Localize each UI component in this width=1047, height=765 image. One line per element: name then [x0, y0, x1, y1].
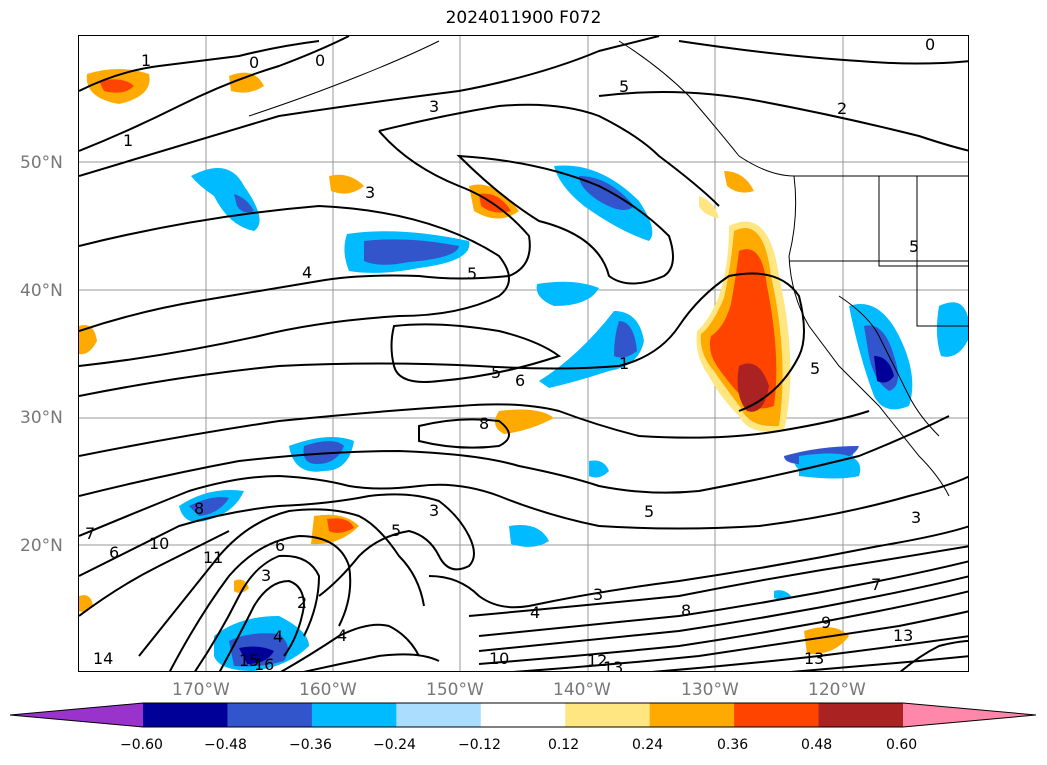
contour-lines [79, 36, 968, 671]
colorbar-swatch [649, 703, 735, 727]
colorbar-swatch [396, 703, 482, 727]
contour-label: 8 [194, 499, 204, 518]
lon-label: 140°W [553, 680, 611, 700]
contour-label: 13 [804, 649, 824, 668]
colorbar-swatch [143, 703, 228, 727]
contour-label: 8 [479, 414, 489, 433]
colorbar-swatch [227, 703, 313, 727]
page-title: 2024011900 F072 [445, 8, 602, 28]
colorbar-swatch [10, 703, 143, 727]
contour-label: 0 [249, 53, 259, 72]
contour-label: 5 [909, 237, 919, 256]
shaded-field [79, 69, 968, 671]
contour-label: 5 [644, 502, 654, 521]
contour-label: 3 [429, 97, 439, 116]
colorbar-tick-label: 0.12 [548, 737, 580, 753]
contour-label: 10 [149, 534, 169, 553]
lon-label: 150°W [426, 680, 484, 700]
contour-label: 5 [619, 77, 629, 96]
contour-label: 5 [491, 363, 501, 382]
contour-label: 12 [587, 651, 607, 670]
colorbar-tick-label: 0.36 [717, 737, 749, 753]
lon-label: 160°W [299, 680, 357, 700]
contour-label: 7 [871, 575, 881, 594]
colorbar [10, 702, 1036, 728]
colorbar-outline [10, 702, 1036, 728]
contour-label: 4 [302, 263, 312, 282]
contour-label: 6 [109, 543, 119, 562]
contour-label: 3 [429, 501, 439, 520]
lat-label: 30°N [20, 408, 63, 428]
colorbar-tick-label: 0.24 [632, 737, 664, 753]
map-panel[interactable]: 1 0 0 0 3 5 2 1 3 4 5 5 6 1 5 8 7 6 10 1… [78, 35, 969, 672]
colorbar-swatch [565, 703, 651, 727]
contour-label: 4 [337, 626, 347, 645]
contour-label: 4 [273, 627, 283, 646]
colorbar-tick-label: 0.60 [886, 737, 918, 753]
lat-label: 20°N [20, 536, 63, 556]
contour-label: 2 [837, 99, 847, 118]
contour-label-group: 1 0 0 0 3 5 2 1 3 4 5 5 6 1 5 8 7 6 10 1… [85, 36, 935, 672]
colorbar-swatch [480, 703, 566, 727]
lat-label: 40°N [20, 281, 63, 301]
contour-label: 4 [530, 603, 540, 622]
lon-label: 130°W [681, 680, 739, 700]
contour-label: 1 [141, 51, 151, 70]
contour-label: 14 [93, 649, 113, 668]
contour-label: 1 [619, 354, 629, 373]
lat-label: 50°N [20, 153, 63, 173]
contour-label: 0 [925, 36, 935, 54]
contour-label: 3 [365, 183, 375, 202]
contour-label: 6 [515, 371, 525, 390]
contour-label: 1 [123, 131, 133, 150]
contour-label: 8 [681, 601, 691, 620]
contour-label: 0 [315, 51, 325, 70]
colorbar-tick-label: −0.48 [204, 737, 247, 753]
contour-label: 16 [254, 655, 274, 672]
lon-label: 170°W [172, 680, 230, 700]
contour-label: 15 [239, 651, 259, 670]
contour-label: 3 [911, 508, 921, 527]
contour-label: 10 [489, 649, 509, 668]
colorbar-tick-label: 0.48 [801, 737, 833, 753]
contour-label: 11 [203, 548, 223, 567]
colorbar-swatch [818, 703, 904, 727]
contour-label: 3 [261, 566, 271, 585]
colorbar-tick-label: −0.24 [373, 737, 416, 753]
contour-label: 13 [893, 626, 913, 645]
contour-label: 5 [467, 264, 477, 283]
contour-label: 9 [821, 613, 831, 632]
colorbar-swatch [903, 703, 1036, 727]
lon-label: 120°W [808, 680, 866, 700]
contour-label: 13 [603, 658, 623, 672]
contour-label: 2 [297, 593, 307, 612]
contour-label: 5 [810, 359, 820, 378]
contour-label: 7 [85, 524, 95, 543]
colorbar-swatch [311, 703, 397, 727]
colorbar-tick-label: −0.12 [458, 737, 501, 753]
graticule [79, 36, 968, 671]
colorbar-swatches [10, 703, 1036, 727]
map-canvas: 1 0 0 0 3 5 2 1 3 4 5 5 6 1 5 8 7 6 10 1… [79, 36, 968, 672]
colorbar-swatch [734, 703, 820, 727]
contour-label: 6 [275, 536, 285, 555]
contour-label: 5 [391, 521, 401, 540]
coastline [248, 40, 968, 497]
contour-label: 3 [593, 585, 603, 604]
colorbar-tick-label: −0.60 [120, 737, 163, 753]
colorbar-tick-label: −0.36 [289, 737, 332, 753]
